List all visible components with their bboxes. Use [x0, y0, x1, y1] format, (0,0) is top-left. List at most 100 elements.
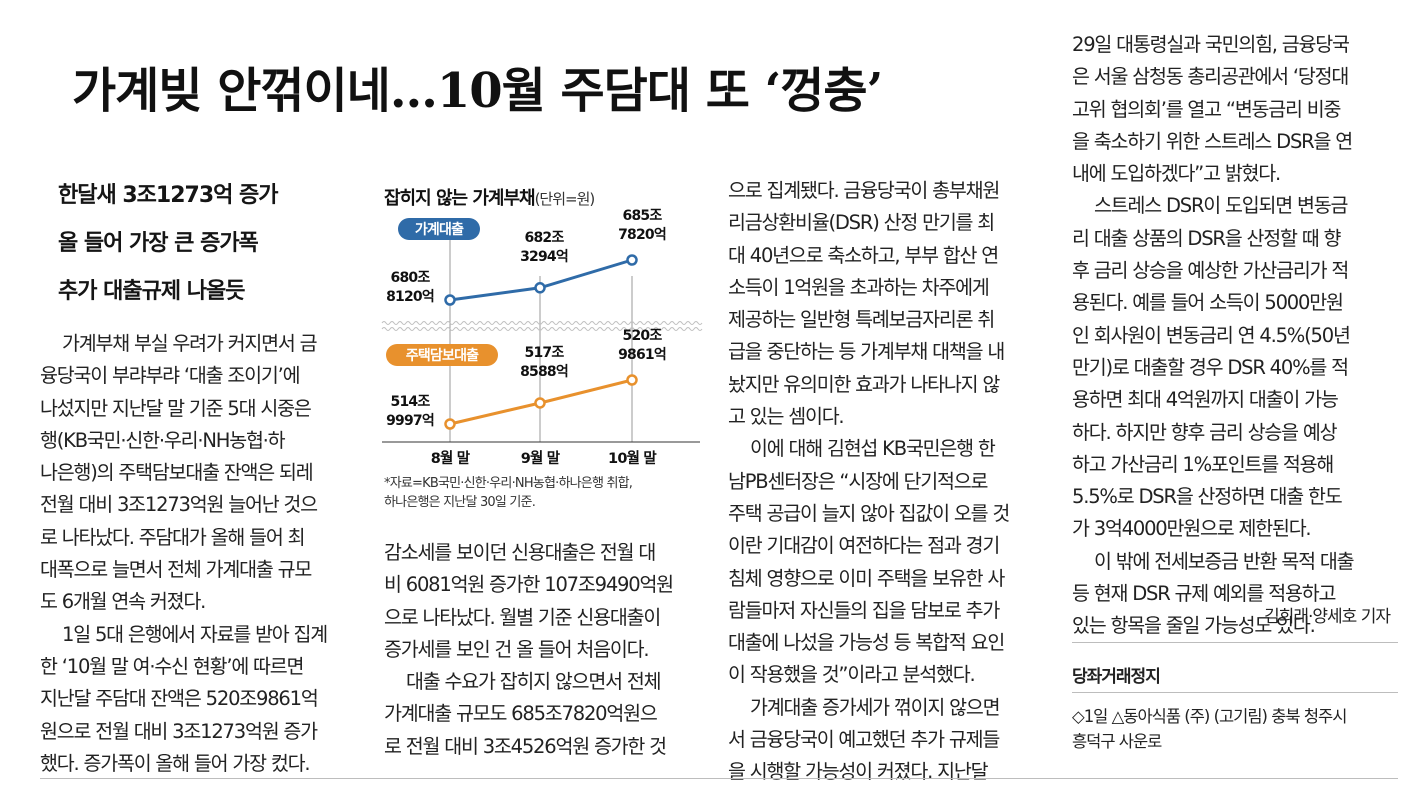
text-line: 이 밖에 전세보증금 반환 목적 대출 — [1094, 549, 1355, 573]
text-line: 5.5%로 DSR을 산정하면 대출 한도 — [1072, 485, 1343, 509]
text-line: 주택 공급이 늘지 않아 집값이 오를 것 — [728, 501, 1010, 525]
data-point — [444, 418, 456, 430]
article-column-1: 가계부채 부실 우려가 커지면서 금 융당국이 부랴부랴 ‘대출 조이기’에 나… — [40, 328, 363, 780]
notice-line: 흥덕구 사운로 — [1072, 732, 1162, 751]
text-line: 나은행)의 주택담보대출 잔액은 되레 — [40, 461, 314, 485]
subheads: 한달새 3조1273억 증가 올 들어 가장 큰 증가폭 추가 대출규제 나올듯 — [58, 172, 368, 316]
text-line: 대폭으로 늘면서 전체 가계대출 규모 — [40, 558, 312, 582]
text-line: 놨지만 유의미한 효과가 나타나지 않 — [728, 372, 1000, 396]
text-line: 29일 대통령실과 국민의힘, 금융당국 — [1072, 33, 1350, 56]
article-column-2: 감소세를 보이던 신용대출은 전월 대 비 6081억원 증가한 107조949… — [384, 537, 702, 763]
chart-svg: 가계대출 680조 8120억 682조 3294억 685조 7820억 주택담보대출 51… — [381, 208, 703, 467]
text-line: 용하면 최대 4억원까지 대출이 가능 — [1072, 388, 1339, 412]
text-line: 행(KB국민·신한·우리·NH농협·하 — [40, 428, 286, 452]
x-tick-label: 10월 말 — [608, 449, 657, 467]
text-line: 1일 5대 은행에서 자료를 받아 집계 — [62, 622, 328, 646]
notice-title: 당좌거래정지 — [1072, 667, 1161, 687]
text-line: 로 전월 대비 3조4526억원 증가한 것 — [384, 734, 667, 758]
text-line: 가 3억4000만원으로 제한된다. — [1072, 517, 1312, 541]
text-line: 남PB센터장은 “시장에 단기적으로 — [728, 469, 988, 493]
article-column-4: 29일 대통령실과 국민의힘, 금융당국 은 서울 삼청동 총리공관에서 ‘당정… — [1072, 29, 1397, 643]
text-line: 한 ‘10월 말 여·수신 현황’에 따르면 — [40, 654, 304, 678]
text-line: 소득이 1억원을 초과하는 차주에게 — [728, 275, 990, 299]
data-point — [534, 282, 546, 294]
text-line: 을 축소하기 위한 스트레스 DSR을 연 — [1072, 129, 1353, 153]
text-line: 으로 나타났다. 월별 기준 신용대출이 — [384, 605, 661, 629]
data-point — [534, 397, 546, 409]
chart-unit: (단위=원) — [534, 190, 596, 208]
text-line: 서 금융당국이 예고했던 추가 규제들 — [728, 728, 1000, 752]
text-line: 리 대출 상품의 DSR을 산정할 때 향 — [1072, 226, 1341, 250]
debt-chart: 잡히지 않는 가계부채(단위=원) 가계대출 680조 8120억 682조 3294억… — [380, 180, 706, 520]
text-line: 제공하는 일반형 특례보금자리론 취 — [728, 308, 995, 332]
text-line: 하고 가산금리 1%포인트를 적용해 — [1072, 452, 1334, 476]
text-line: 했다. 증가폭이 올해 들어 가장 컸다. — [40, 751, 311, 775]
text-line: 융당국이 부랴부랴 ‘대출 조이기’에 — [40, 364, 301, 388]
page-headline: 가계빚 안꺾이네…10월 주담대 또 ‘껑충’ — [72, 63, 883, 119]
chart-title-text: 잡히지 않는 가계부채 — [384, 188, 536, 209]
chart-source: *자료=KB국민·신한·우리·NH농협·하나은행 취합, 하나은행은 지난달 3… — [384, 474, 633, 512]
text-line: 가계대출 규모도 685조7820억원으 — [384, 702, 658, 726]
text-line: 침체 영향으로 이미 주택을 보유한 사 — [728, 566, 1005, 590]
text-line: 있는 항목을 줄일 가능성도 있다. — [1072, 614, 1316, 638]
series-household-loans: 가계대출 680조 8120억 682조 3294억 685조 7820억 — [386, 208, 667, 306]
chart-gridlines — [381, 230, 703, 443]
text-line: 원으로 전월 대비 3조1273억원 증가 — [40, 719, 318, 743]
text-line: 가계부채 부실 우려가 커지면서 금 — [62, 332, 318, 355]
text-line: 람들마저 자신들의 집을 담보로 추가 — [728, 598, 1000, 622]
byline: 김희래·양세호 기자 — [1264, 607, 1391, 627]
notice-title-divider — [1072, 692, 1398, 693]
text-line: 나섰지만 지난달 말 기준 5대 시중은 — [40, 396, 312, 420]
notice-line: ◇1일 △동아식품 (주) (고기림) 충북 청주시 — [1072, 707, 1347, 726]
data-point — [626, 254, 638, 266]
text-line: 은 서울 삼청동 총리공관에서 ‘당정대 — [1072, 65, 1349, 89]
text-line: 대 40년으로 축소하고, 부부 합산 연 — [728, 243, 999, 267]
text-line: 후 금리 상승을 예상한 가산금리가 적 — [1072, 259, 1349, 283]
text-line: 대출에 나섰을 가능성 등 복합적 요인 — [728, 631, 1005, 655]
text-line: 인 회사원이 변동금리 연 4.5%(50년 — [1072, 323, 1351, 347]
text-line: 감소세를 보이던 신용대출은 전월 대 — [384, 541, 656, 564]
break-wave — [381, 321, 703, 325]
x-tick-label: 8월 말 — [431, 449, 471, 467]
text-line: 이에 대해 김현섭 KB국민은행 한 — [750, 437, 996, 461]
text-line: 리금상환비율(DSR) 산정 만기를 최 — [728, 211, 995, 235]
text-line: 내에 도입하겠다”고 밝혔다. — [1072, 162, 1281, 186]
data-point — [626, 374, 638, 386]
text-line: 대출 수요가 잡히지 않으면서 전체 — [406, 670, 662, 694]
subhead-1: 한달새 3조1273억 증가 — [58, 183, 279, 208]
series-label-pill — [398, 218, 480, 240]
text-line: 등 현재 DSR 규제 예외를 적용하고 — [1072, 582, 1336, 606]
text-line: 을 시행할 가능성이 커졌다. 지난달 — [728, 760, 989, 784]
text-line: 가계대출 증가세가 꺾이지 않으면 — [750, 695, 1001, 719]
article-column-3: 으로 집계됐다. 금융당국이 총부채원 리금상환비율(DSR) 산정 만기를 최… — [728, 175, 1050, 789]
text-line: 전월 대비 3조1273억원 늘어난 것으 — [40, 493, 318, 517]
data-label: 520조 9861억 — [618, 328, 666, 363]
text-line: 비 6081억원 증가한 107조9490억원 — [384, 573, 674, 597]
text-line: 이 작용했을 것”이라고 분석했다. — [728, 663, 976, 687]
x-tick-label: 9월 말 — [521, 449, 561, 467]
notice-divider — [1072, 642, 1398, 643]
notice-body: ◇1일 △동아식품 (주) (고기림) 충북 청주시 흥덕구 사운로 — [1072, 704, 1398, 754]
subhead-3: 추가 대출규제 나올듯 — [58, 279, 245, 304]
chart-source-line: *자료=KB국민·신한·우리·NH농협·하나은행 취합, — [384, 476, 633, 491]
break-wave — [381, 327, 703, 331]
series-label: 주택담보대출 — [406, 347, 479, 364]
text-line: 증가세를 보인 건 올 들어 처음이다. — [384, 637, 650, 661]
chart-x-axis: 8월 말 9월 말 10월 말 — [431, 449, 659, 467]
text-line: 이란 기대감이 여전하다는 점과 경기 — [728, 534, 1000, 558]
text-line: 급을 중단하는 등 가계부채 대책을 내 — [728, 340, 1005, 364]
text-line: 지난달 주담대 잔액은 520조9861억 — [40, 687, 319, 711]
data-label: 514조 9997억 — [386, 394, 434, 429]
chart-title: 잡히지 않는 가계부채(단위=원) — [384, 184, 596, 210]
text-line: 도 6개월 연속 커졌다. — [40, 590, 206, 614]
text-line: 고 있는 셈이다. — [728, 405, 845, 429]
data-point — [444, 294, 456, 306]
data-label: 685조 7820억 — [618, 208, 666, 243]
page-bottom-rule — [40, 778, 1398, 779]
text-line: 만기)로 대출할 경우 DSR 40%를 적 — [1072, 355, 1349, 379]
subhead-2: 올 들어 가장 큰 증가폭 — [58, 231, 259, 256]
data-label: 680조 8120억 — [386, 270, 434, 305]
text-line: 으로 집계됐다. 금융당국이 총부채원 — [728, 179, 1000, 202]
series-label-pill — [386, 344, 498, 366]
text-line: 하다. 하지만 향후 금리 상승을 예상 — [1072, 420, 1338, 444]
